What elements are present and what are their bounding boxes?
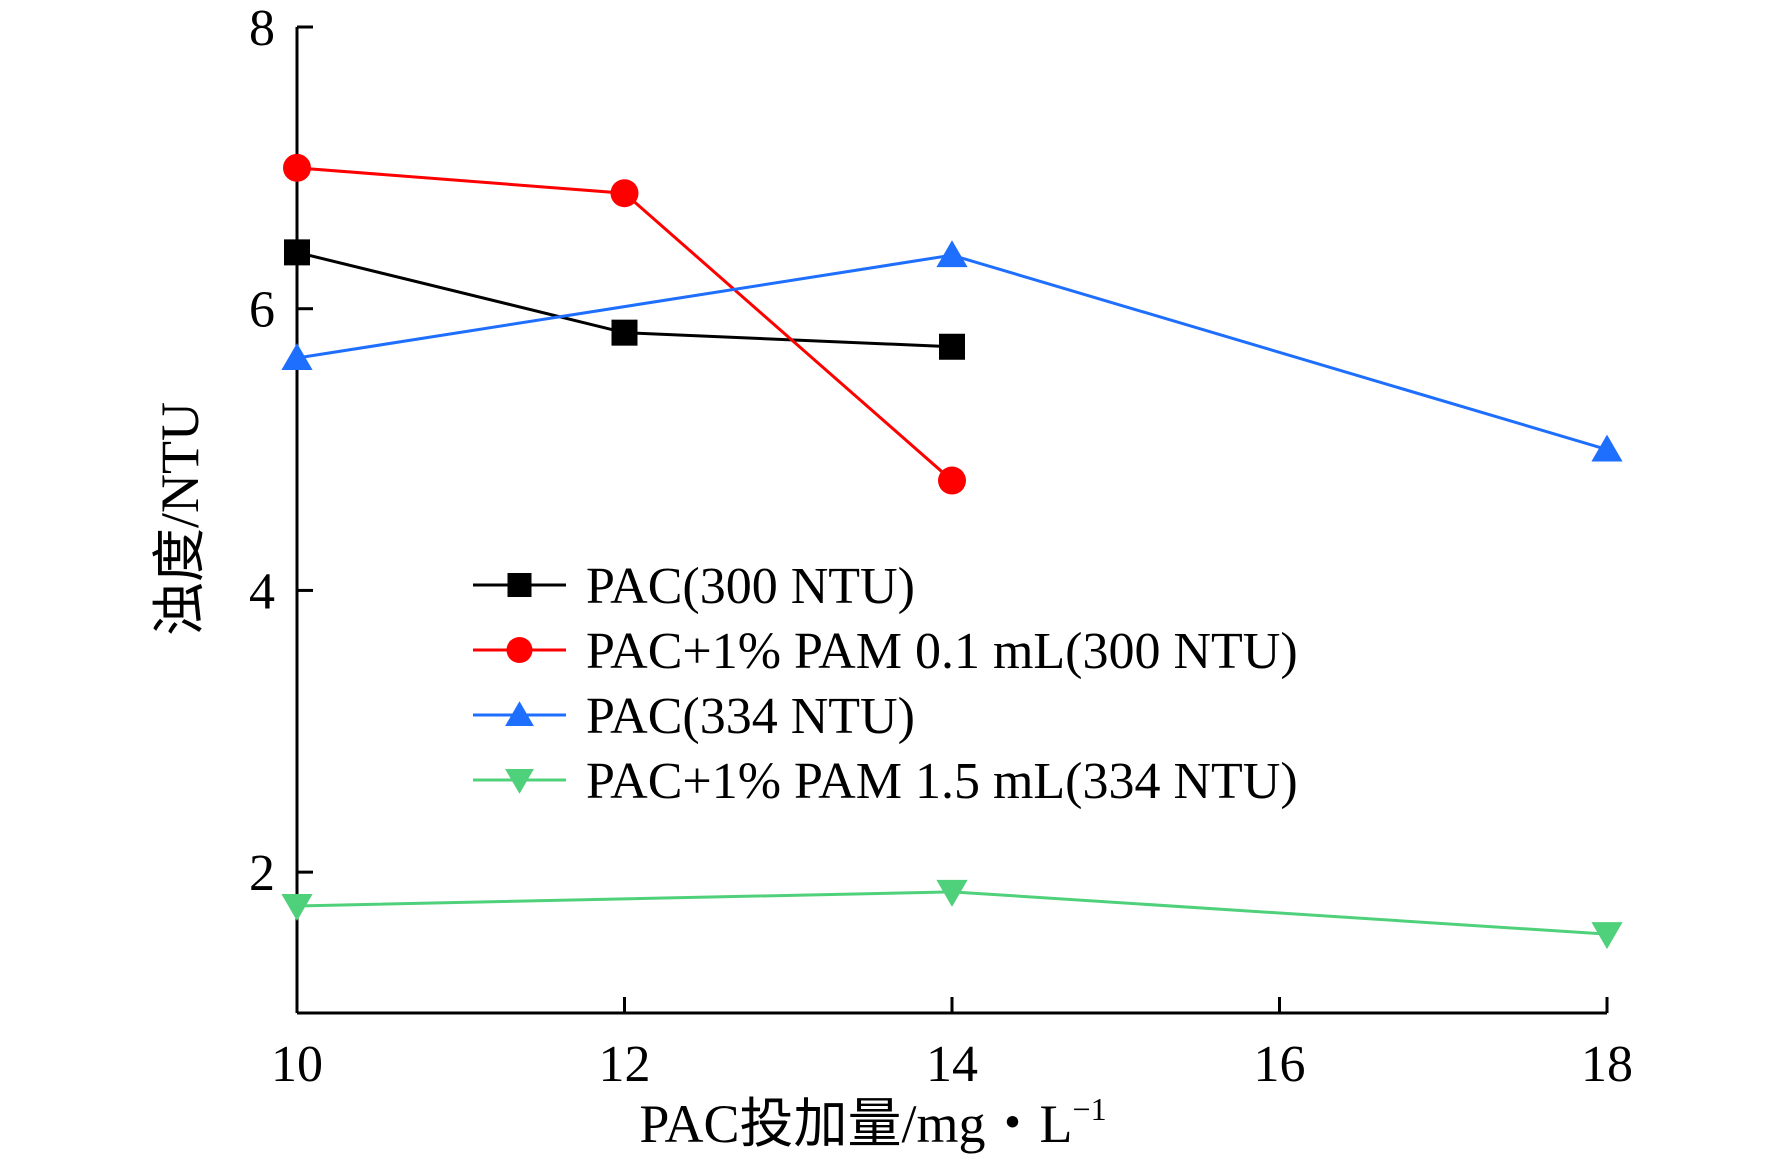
data-point (610, 179, 639, 208)
series-3 (281, 240, 1623, 462)
legend-item: PAC+1% PAM 1.5 mL(334 NTU) (473, 753, 1298, 810)
legend-item: PAC+1% PAM 0.1 mL(300 NTU) (473, 623, 1298, 680)
data-point (281, 893, 313, 921)
data-point (1591, 922, 1623, 950)
series-1 (284, 239, 965, 360)
legend-marker (507, 573, 532, 597)
data-point (938, 466, 966, 495)
y-axis-title: 浊度/NTU (150, 402, 210, 636)
x-tick-label: 14 (926, 1036, 978, 1093)
y-tick-label: 8 (249, 0, 275, 57)
data-point (283, 153, 311, 182)
series-2 (283, 153, 966, 495)
series-layer (281, 153, 1623, 950)
legend: PAC(300 NTU) PAC+1% PAM 0.1 mL(300 NTU) PA… (473, 558, 1298, 810)
legend-label: PAC(300 NTU) (586, 558, 915, 615)
data-point (1591, 434, 1623, 462)
x-axis-title-main: PAC投加量/mg・L (639, 1094, 1072, 1154)
x-tick-label: 16 (1254, 1036, 1306, 1093)
y-tick-label: 6 (249, 282, 275, 339)
x-axis-title-superscript: −1 (1073, 1091, 1107, 1127)
legend-label: PAC+1% PAM 1.5 mL(334 NTU) (586, 753, 1298, 810)
axes: 10 12 14 16 18 2 4 6 8 (249, 0, 1633, 1093)
x-tick-label: 12 (599, 1036, 651, 1093)
data-point (281, 343, 313, 370)
legend-label: PAC+1% PAM 0.1 mL(300 NTU) (586, 623, 1298, 680)
y-tick-label: 4 (249, 563, 275, 620)
x-tick-label: 18 (1581, 1036, 1633, 1093)
legend-item: PAC(334 NTU) (473, 688, 915, 745)
data-point (284, 239, 310, 266)
legend-label: PAC(334 NTU) (586, 688, 915, 745)
legend-marker (505, 701, 534, 727)
legend-marker (506, 637, 533, 663)
legend-marker (505, 768, 534, 794)
y-tick-label: 2 (249, 845, 275, 902)
data-point (939, 333, 965, 360)
x-tick-label: 10 (271, 1036, 323, 1093)
data-point (936, 879, 968, 907)
legend-item: PAC(300 NTU) (473, 558, 915, 615)
series-4 (281, 879, 1623, 950)
data-point (936, 240, 968, 268)
x-axis-title: PAC投加量/mg・L−1 (639, 1091, 1106, 1154)
data-point (611, 319, 638, 346)
